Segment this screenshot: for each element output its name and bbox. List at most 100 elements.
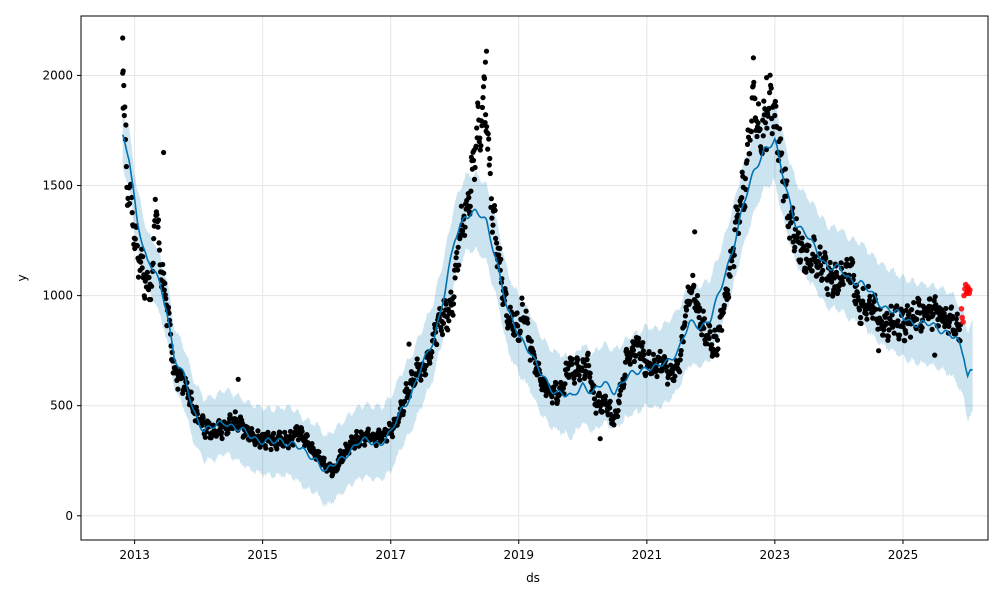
observed-point <box>244 424 250 430</box>
observed-point <box>734 207 741 213</box>
observed-point <box>483 112 489 118</box>
observed-point <box>202 434 208 440</box>
observed-point <box>309 441 315 447</box>
observed-point <box>569 356 576 362</box>
observed-point <box>586 363 592 369</box>
observed-point <box>714 352 720 358</box>
observed-point <box>726 294 732 300</box>
observed-point <box>151 236 157 242</box>
y-tick-label: 1500 <box>42 179 73 193</box>
observed-point <box>470 157 477 163</box>
observed-point <box>602 393 609 399</box>
observed-point <box>707 323 713 329</box>
observed-point <box>888 303 894 309</box>
observed-point <box>486 162 492 168</box>
observed-point <box>690 272 696 278</box>
recent-point <box>960 319 966 325</box>
observed-point <box>389 434 396 440</box>
observed-point <box>123 122 129 128</box>
observed-point <box>480 84 487 90</box>
observed-point <box>255 428 261 434</box>
observed-point <box>582 372 588 378</box>
observed-point <box>144 269 150 275</box>
observed-point <box>357 441 363 447</box>
observed-point <box>627 361 633 367</box>
observed-point <box>516 337 522 343</box>
observed-point <box>616 400 622 406</box>
observed-point <box>429 349 435 355</box>
observed-point <box>484 124 490 130</box>
observed-point <box>750 55 757 61</box>
observed-point <box>553 381 559 387</box>
observed-point <box>953 331 959 337</box>
observed-point <box>401 408 407 415</box>
observed-point <box>906 310 912 316</box>
observed-point <box>710 350 716 356</box>
observed-point <box>491 203 498 209</box>
recent-point <box>958 306 965 312</box>
observed-point <box>587 370 593 376</box>
observed-point <box>316 449 322 455</box>
forecast-line <box>121 134 973 472</box>
observed-point <box>823 255 829 261</box>
observed-point <box>225 430 231 436</box>
observed-point <box>628 352 634 358</box>
observed-point <box>795 230 802 236</box>
observed-point <box>472 164 478 171</box>
observed-point <box>914 316 920 322</box>
observed-point <box>777 126 783 132</box>
observed-point <box>150 260 156 266</box>
observed-point <box>757 126 763 132</box>
observed-point <box>121 82 127 89</box>
observed-point <box>865 283 872 289</box>
observed-point <box>155 217 162 223</box>
observed-point <box>907 334 914 340</box>
observed-point <box>462 232 468 238</box>
observed-point <box>799 235 805 241</box>
observed-point <box>768 85 774 91</box>
observed-point <box>760 133 766 139</box>
observed-point <box>863 311 869 317</box>
observed-point <box>615 413 621 419</box>
observed-point <box>485 131 491 137</box>
observed-point <box>755 101 762 107</box>
observed-point <box>885 337 891 343</box>
x-tick-label: 2025 <box>888 548 919 562</box>
observed-point <box>902 338 908 344</box>
observed-point <box>515 323 521 329</box>
observed-point <box>694 293 701 299</box>
observed-point <box>607 405 613 411</box>
observed-point <box>884 310 890 316</box>
observed-point <box>895 318 901 324</box>
observed-point <box>483 48 490 54</box>
observed-point <box>434 341 440 348</box>
observed-point <box>485 146 491 152</box>
observed-point <box>456 262 462 268</box>
observed-point <box>295 437 301 443</box>
observed-point <box>622 372 628 378</box>
observed-point <box>492 207 498 213</box>
observed-point <box>365 426 371 432</box>
observed-point <box>866 297 873 303</box>
observed-point <box>943 305 949 312</box>
observed-point <box>739 169 745 175</box>
observed-point <box>671 377 677 384</box>
observed-point <box>528 338 534 344</box>
observed-point <box>721 302 727 309</box>
forecast-line-path <box>121 134 973 472</box>
observed-point <box>876 348 882 354</box>
observed-point <box>489 229 495 235</box>
observed-point <box>496 252 502 258</box>
observed-point <box>140 254 146 260</box>
observed-point <box>163 296 169 302</box>
y-axis-label: y <box>15 274 29 281</box>
observed-point <box>631 358 638 365</box>
observed-point <box>120 68 126 74</box>
observed-point <box>827 259 833 266</box>
observed-point <box>134 243 140 249</box>
observed-point <box>687 299 693 305</box>
observed-point <box>724 287 731 293</box>
observed-point <box>889 312 895 318</box>
observed-point <box>950 313 956 320</box>
observed-point <box>427 360 433 366</box>
